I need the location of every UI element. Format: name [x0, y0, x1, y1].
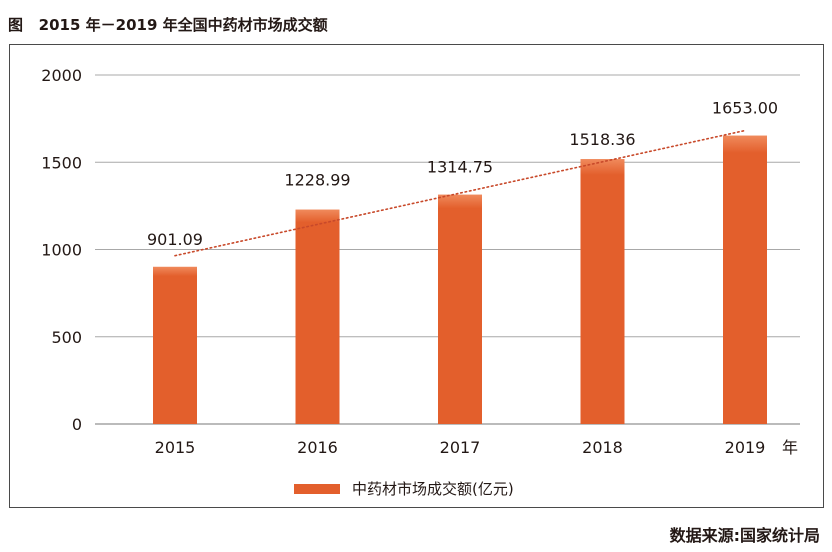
y-tick-label: 1000 — [41, 241, 82, 260]
chart-title: 图 2015 年－2019 年全国中药材市场成交额 — [8, 16, 328, 34]
x-tick-label: 2015 — [155, 438, 196, 457]
x-tick-label: 2018 — [582, 438, 623, 457]
x-tick-label: 2016 — [297, 438, 338, 457]
data-label-2017: 1314.75 — [427, 158, 493, 177]
y-tick-label: 0 — [72, 415, 82, 434]
bar-2019 — [723, 135, 767, 424]
source-note: 数据来源:国家统计局 — [669, 526, 820, 545]
bars — [153, 135, 767, 424]
data-label-2018: 1518.36 — [569, 130, 635, 149]
legend-swatch — [294, 484, 340, 494]
y-tick-label: 1500 — [41, 153, 82, 172]
data-label-2019: 1653.00 — [712, 99, 778, 118]
x-tick-label: 2019 — [725, 438, 766, 457]
bar-2017 — [438, 194, 482, 424]
legend-label: 中药材市场成交额(亿元) — [352, 480, 514, 498]
legend: 中药材市场成交额(亿元) — [294, 480, 514, 498]
y-tick-label: 2000 — [41, 66, 82, 85]
data-label-2015: 901.09 — [147, 230, 203, 249]
bar-2015 — [153, 266, 197, 424]
trend-line — [174, 129, 746, 257]
x-axis-unit: 年 — [782, 438, 798, 457]
x-tick-label: 2017 — [440, 438, 481, 457]
chart-frame — [9, 44, 824, 508]
data-labels: 901.09 1228.99 1314.75 1518.36 1653.00 — [147, 99, 778, 249]
axes: 0 500 1000 1500 2000 2015 2016 2017 2018 2019 年 — [41, 66, 798, 457]
bar-2018 — [580, 159, 625, 424]
data-label-2016: 1228.99 — [284, 171, 350, 190]
y-tick-label: 500 — [51, 328, 82, 347]
bar-2016 — [295, 209, 340, 424]
trendline — [174, 129, 746, 257]
